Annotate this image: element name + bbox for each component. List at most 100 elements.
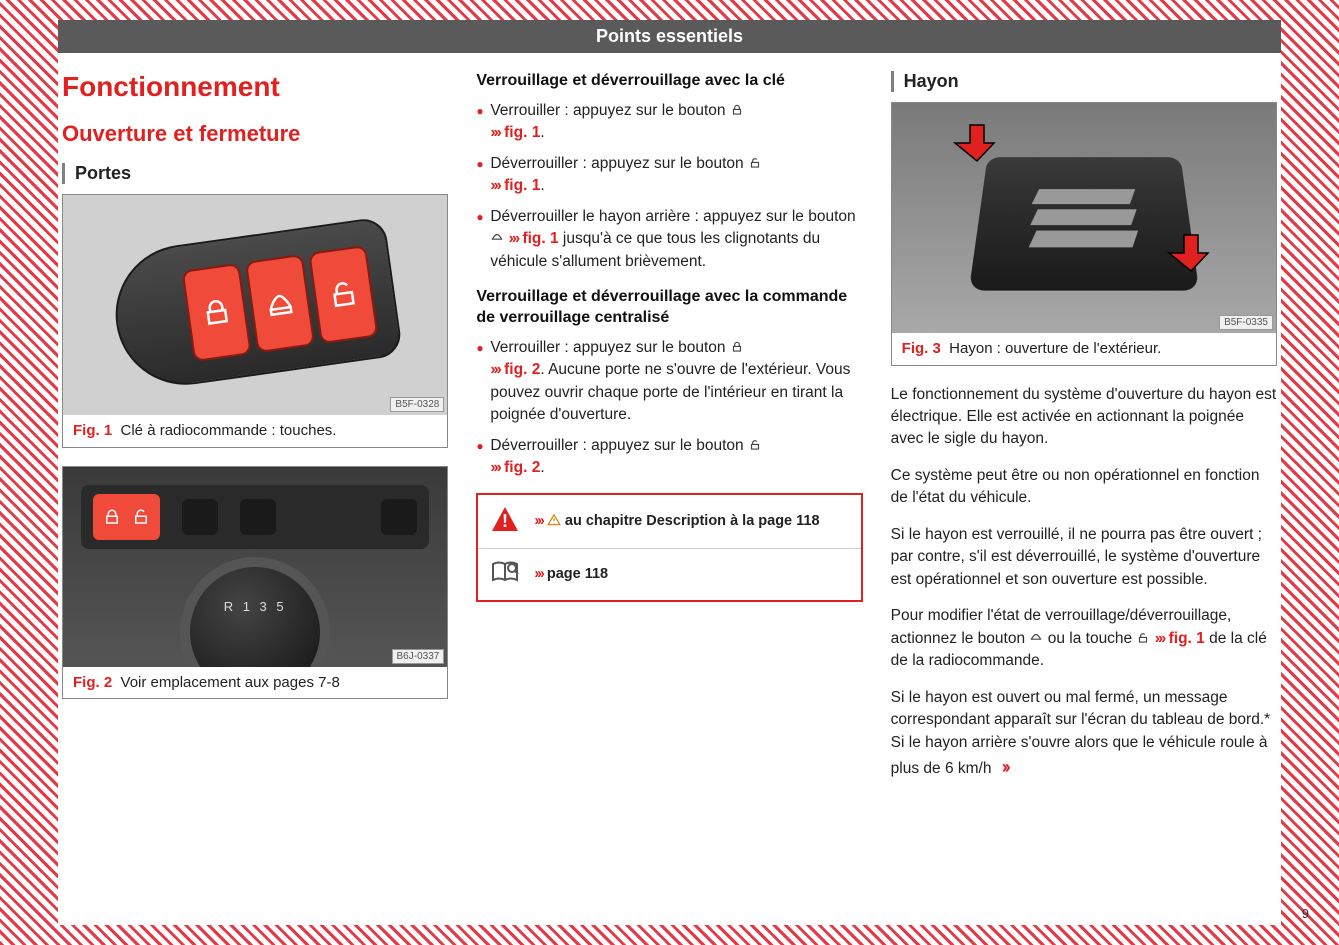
fig-ref: fig. 1 bbox=[522, 230, 558, 247]
text: Déverrouiller : appuyez sur le bouton bbox=[490, 155, 748, 172]
shifter-pattern: R 1 3 5 bbox=[190, 599, 320, 614]
figure-1-code: B5F-0328 bbox=[390, 397, 444, 412]
list-item: Verrouiller : appuyez sur le bouton ››› … bbox=[476, 337, 862, 427]
list-item: Déverrouiller le hayon arrière : appuyez… bbox=[476, 206, 862, 273]
trunk-icon bbox=[490, 231, 504, 245]
info-row-warning: ! ››› au chapitre Description à la page … bbox=[478, 495, 860, 548]
fig-2-caption-text: Voir emplacement aux pages 7-8 bbox=[121, 674, 340, 691]
info-text: ››› page 118 bbox=[534, 565, 608, 585]
fig-1-label: Fig. 1 bbox=[73, 422, 112, 439]
columns: Fonctionnement Ouverture et fermeture Po… bbox=[58, 71, 1281, 795]
column-2: Verrouillage et déverrouillage avec la c… bbox=[476, 71, 862, 795]
subsection-title: Portes bbox=[75, 163, 131, 183]
fig-3-caption-text: Hayon : ouverture de l'extérieur. bbox=[949, 340, 1161, 357]
list-item: Déverrouiller : appuyez sur le bouton ››… bbox=[476, 153, 862, 198]
heading-central-lock: Verrouillage et déverrouillage avec la c… bbox=[476, 287, 862, 329]
info-text: ››› au chapitre Description à la page 11… bbox=[534, 512, 819, 532]
figure-1-caption: Fig. 1 Clé à radiocommande : touches. bbox=[63, 415, 447, 447]
unlock-icon bbox=[748, 156, 762, 170]
paragraph: Ce système peut être ou non opérationnel… bbox=[891, 465, 1277, 510]
console-button bbox=[381, 499, 417, 535]
lock-icon bbox=[730, 340, 744, 354]
figure-1-image: B5F-0328 bbox=[63, 195, 447, 415]
text: Déverrouiller : appuyez sur le bouton bbox=[490, 437, 748, 454]
column-1: Fonctionnement Ouverture et fermeture Po… bbox=[62, 71, 448, 795]
console-button bbox=[240, 499, 276, 535]
fig-2-label: Fig. 2 bbox=[73, 674, 112, 691]
fig-1-caption-text: Clé à radiocommande : touches. bbox=[121, 422, 337, 439]
chevrons-icon: ››› bbox=[490, 177, 500, 194]
figure-3: B5F-0335 Fig. 3 Hayon : ouverture de l'e… bbox=[891, 102, 1277, 366]
central-unlock-icon bbox=[128, 500, 154, 534]
list-item: Verrouiller : appuyez sur le bouton ››› … bbox=[476, 100, 862, 145]
unlock-icon bbox=[1136, 631, 1150, 645]
column-3: Hayon B5F-0335 bbox=[891, 71, 1277, 795]
figure-2-caption: Fig. 2 Voir emplacement aux pages 7-8 bbox=[63, 667, 447, 699]
subsection-title: Hayon bbox=[904, 71, 959, 91]
fig-ref: fig. 1 bbox=[1169, 630, 1205, 647]
info-box: ! ››› au chapitre Description à la page … bbox=[476, 493, 862, 602]
console-panel bbox=[81, 485, 429, 549]
list-item: Déverrouiller : appuyez sur le bouton ››… bbox=[476, 435, 862, 480]
text: ou la touche bbox=[1048, 630, 1137, 647]
subsection-portes: Portes bbox=[62, 163, 448, 184]
lock-icon bbox=[730, 103, 744, 117]
keyfob-trunk-button-icon bbox=[245, 254, 315, 353]
fig-ref: fig. 1 bbox=[504, 124, 540, 141]
paragraph: Si le hayon est ouvert ou mal fermé, un … bbox=[891, 687, 1277, 781]
svg-text:!: ! bbox=[502, 511, 508, 531]
figure-3-caption: Fig. 3 Hayon : ouverture de l'extérieur. bbox=[892, 333, 1276, 365]
caution-triangle-icon bbox=[547, 513, 561, 527]
chevrons-icon: ››› bbox=[509, 230, 519, 247]
bullet-list-2: Verrouiller : appuyez sur le bouton ››› … bbox=[476, 337, 862, 480]
text: au chapitre Description à la page 118 bbox=[565, 513, 820, 529]
tailgate-handle bbox=[969, 157, 1199, 290]
heading-key-lock: Verrouillage et déverrouillage avec la c… bbox=[476, 71, 862, 92]
chevrons-icon: ››› bbox=[490, 459, 500, 476]
text: Si le hayon est ouvert ou mal fermé, un … bbox=[891, 689, 1271, 777]
chevrons-icon: ››› bbox=[1155, 630, 1165, 647]
chevrons-icon: ››› bbox=[534, 566, 543, 582]
paragraph: Si le hayon est verrouillé, il ne pourra… bbox=[891, 524, 1277, 591]
warning-icon: ! bbox=[490, 505, 520, 538]
info-row-book: ››› page 118 bbox=[478, 548, 860, 600]
text: . Aucune porte ne s'ouvre de l'extérieur… bbox=[490, 361, 850, 423]
fig-ref: fig. 2 bbox=[504, 361, 540, 378]
bullet-list-1: Verrouiller : appuyez sur le bouton ››› … bbox=[476, 100, 862, 273]
chevrons-icon: ››› bbox=[534, 513, 543, 529]
seat-logo-icon bbox=[1031, 184, 1136, 255]
main-title: Fonctionnement bbox=[62, 71, 448, 103]
text: Verrouiller : appuyez sur le bouton bbox=[490, 102, 730, 119]
arrow-down-icon bbox=[1166, 233, 1216, 273]
header-bar: Points essentiels bbox=[58, 20, 1281, 53]
keyfob-unlock-button-icon bbox=[308, 245, 378, 344]
figure-1: B5F-0328 Fig. 1 Clé à radiocommande : to… bbox=[62, 194, 448, 448]
figure-2-code: B6J-0337 bbox=[392, 649, 445, 664]
text: page 118 bbox=[547, 566, 608, 582]
arrow-down-icon bbox=[952, 123, 1002, 163]
central-lock-buttons bbox=[93, 494, 160, 540]
page-content: Points essentiels Fonctionnement Ouvertu… bbox=[58, 20, 1281, 925]
fig-3-label: Fig. 3 bbox=[902, 340, 941, 357]
keyfob-illustration bbox=[107, 216, 404, 394]
figure-2-image: R 1 3 5 B6J-0337 bbox=[63, 467, 447, 667]
page-number: 9 bbox=[1302, 906, 1309, 921]
book-icon bbox=[490, 559, 520, 590]
continue-chevrons-icon: ›› bbox=[1002, 757, 1008, 777]
central-lock-icon bbox=[99, 500, 125, 534]
fig-ref: fig. 2 bbox=[504, 459, 540, 476]
paragraph: Pour modifier l'état de verrouillage/dév… bbox=[891, 605, 1277, 672]
subsection-hayon: Hayon bbox=[891, 71, 1277, 92]
chevrons-icon: ››› bbox=[490, 361, 500, 378]
section-title: Ouverture et fermeture bbox=[62, 121, 448, 147]
console-button bbox=[182, 499, 218, 535]
text: Déverrouiller le hayon arrière : appuyez… bbox=[490, 208, 855, 225]
chevrons-icon: ››› bbox=[490, 124, 500, 141]
figure-2: R 1 3 5 B6J-0337 Fig. 2 Voir emplacement… bbox=[62, 466, 448, 700]
fig-ref: fig. 1 bbox=[504, 177, 540, 194]
figure-3-image: B5F-0335 bbox=[892, 103, 1276, 333]
text: Verrouiller : appuyez sur le bouton bbox=[490, 339, 730, 356]
unlock-icon bbox=[748, 438, 762, 452]
keyfob-lock-button-icon bbox=[182, 263, 252, 362]
figure-3-code: B5F-0335 bbox=[1219, 315, 1273, 330]
